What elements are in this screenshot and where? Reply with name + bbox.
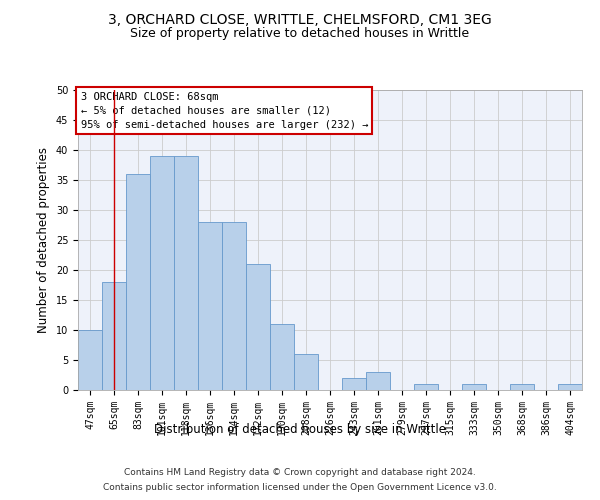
Bar xyxy=(78,330,102,390)
Bar xyxy=(102,282,126,390)
Bar xyxy=(222,222,246,390)
Bar xyxy=(342,378,366,390)
Bar xyxy=(294,354,318,390)
Bar xyxy=(126,174,150,390)
Y-axis label: Number of detached properties: Number of detached properties xyxy=(37,147,50,333)
Bar xyxy=(462,384,486,390)
Text: Size of property relative to detached houses in Writtle: Size of property relative to detached ho… xyxy=(130,28,470,40)
Bar xyxy=(198,222,222,390)
Text: 3, ORCHARD CLOSE, WRITTLE, CHELMSFORD, CM1 3EG: 3, ORCHARD CLOSE, WRITTLE, CHELMSFORD, C… xyxy=(108,12,492,26)
Text: Contains HM Land Registry data © Crown copyright and database right 2024.: Contains HM Land Registry data © Crown c… xyxy=(124,468,476,477)
Bar xyxy=(150,156,174,390)
Text: Contains public sector information licensed under the Open Government Licence v3: Contains public sector information licen… xyxy=(103,483,497,492)
Bar xyxy=(246,264,270,390)
Text: Distribution of detached houses by size in Writtle: Distribution of detached houses by size … xyxy=(154,424,446,436)
Bar xyxy=(174,156,198,390)
Bar xyxy=(414,384,438,390)
Bar xyxy=(270,324,294,390)
Bar xyxy=(510,384,534,390)
Bar xyxy=(366,372,390,390)
Text: 3 ORCHARD CLOSE: 68sqm
← 5% of detached houses are smaller (12)
95% of semi-deta: 3 ORCHARD CLOSE: 68sqm ← 5% of detached … xyxy=(80,92,368,130)
Bar xyxy=(558,384,582,390)
